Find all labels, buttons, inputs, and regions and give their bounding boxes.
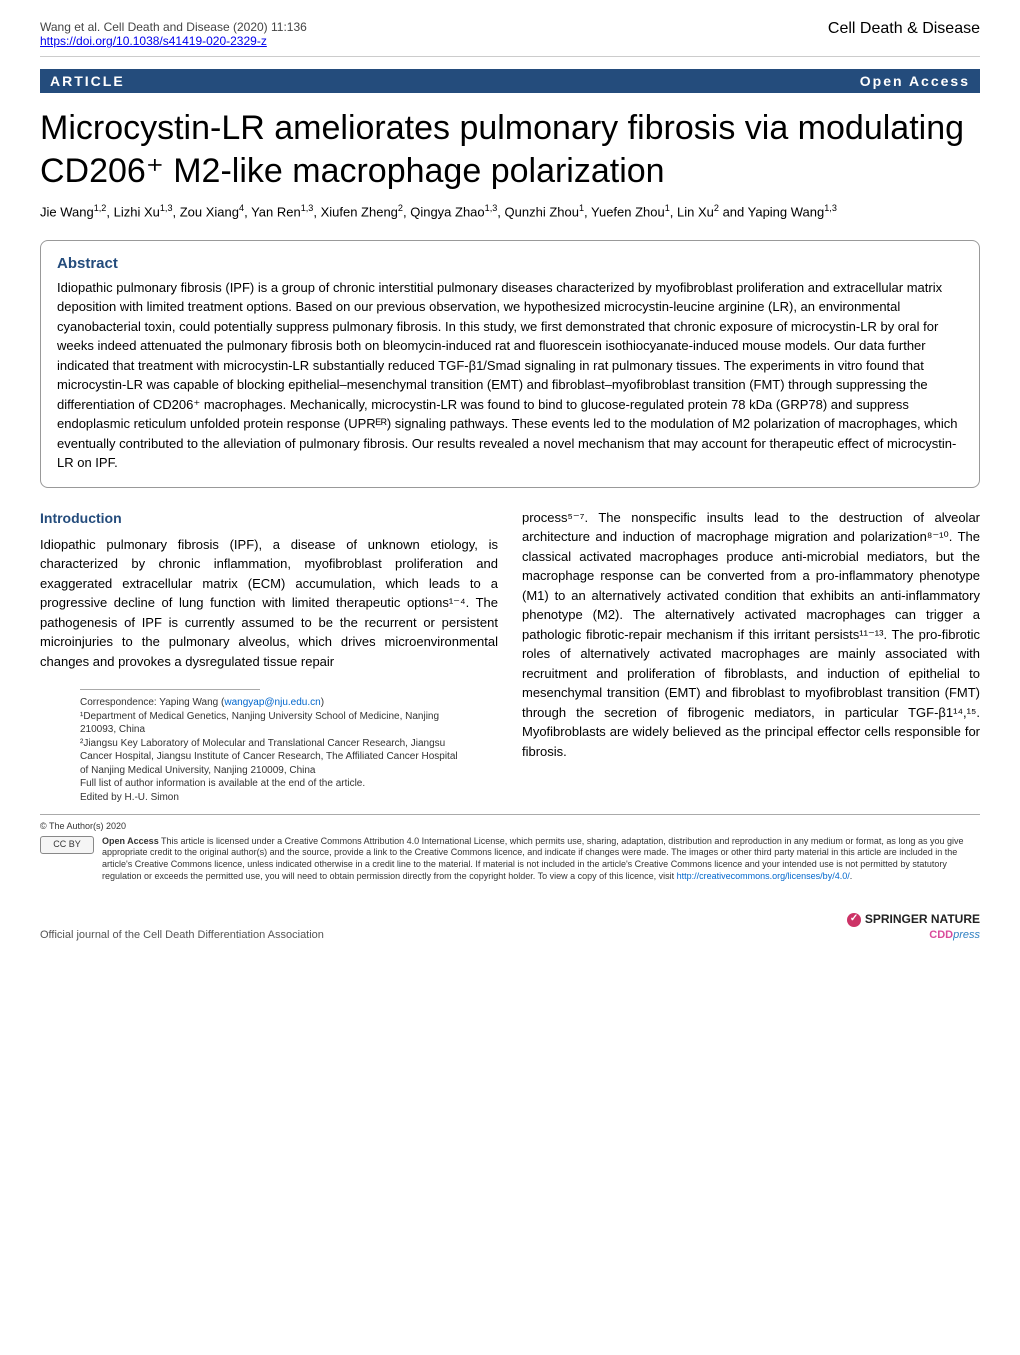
abstract-heading: Abstract [57,255,963,272]
page-header: Wang et al. Cell Death and Disease (2020… [0,0,1020,56]
header-divider [40,56,980,57]
correspondence-close: ) [321,697,324,708]
correspondence-email[interactable]: wangyap@nju.edu.cn [224,697,320,708]
intro-paragraph-right: process⁵⁻⁷. The nonspecific insults lead… [522,508,980,762]
cddpress-logo: CDDpress [847,929,980,941]
page-footer: Official journal of the Cell Death Diffe… [0,882,1020,961]
open-access-label: Open Access [860,73,970,89]
doi-link[interactable]: https://doi.org/10.1038/s41419-020-2329-… [40,34,307,48]
check-icon [847,913,861,927]
footnote-divider [80,689,260,690]
left-column: Introduction Idiopathic pulmonary fibros… [40,508,498,805]
abstract-text: Idiopathic pulmonary fibrosis (IPF) is a… [57,278,963,473]
license-heading: Open Access [102,836,159,846]
abstract-box: Abstract Idiopathic pulmonary fibrosis (… [40,240,980,488]
license-row: CC BY Open Access This article is licens… [40,836,980,883]
article-title: Microcystin-LR ameliorates pulmonary fib… [0,93,1020,202]
article-tag-bar: ARTICLE Open Access [40,69,980,93]
right-column: process⁵⁻⁷. The nonspecific insults lead… [522,508,980,805]
correspondence-block: Correspondence: Yaping Wang (wangyap@nju… [40,696,498,804]
author-list: Jie Wang1,2, Lizhi Xu1,3, Zou Xiang4, Ya… [0,202,1020,240]
edited-by-note: Edited by H.-U. Simon [80,792,179,803]
affiliation-1: ¹Department of Medical Genetics, Nanjing… [80,711,439,736]
springer-nature-logo: SPRINGER NATURE [847,912,980,927]
journal-name: Cell Death & Disease [828,20,980,38]
correspondence-label: Correspondence: Yaping Wang ( [80,697,224,708]
license-box: © The Author(s) 2020 CC BY Open Access T… [40,814,980,882]
header-citation: Wang et al. Cell Death and Disease (2020… [40,20,307,48]
license-url[interactable]: http://creativecommons.org/licenses/by/4… [677,871,850,881]
citation-line: Wang et al. Cell Death and Disease (2020… [40,20,307,34]
affiliation-2: ²Jiangsu Key Laboratory of Molecular and… [80,738,458,776]
footer-left: Official journal of the Cell Death Diffe… [40,929,324,941]
footer-right: SPRINGER NATURE CDDpress [847,912,980,941]
copyright-line: © The Author(s) 2020 [40,821,980,833]
intro-heading: Introduction [40,508,498,529]
article-type-label: ARTICLE [50,73,125,89]
license-text-block: Open Access This article is licensed und… [102,836,980,883]
author-info-note: Full list of author information is avail… [80,778,365,789]
body-columns: Introduction Idiopathic pulmonary fibros… [0,508,1020,805]
cc-by-icon: CC BY [40,836,94,854]
intro-paragraph-left: Idiopathic pulmonary fibrosis (IPF), a d… [40,535,498,672]
